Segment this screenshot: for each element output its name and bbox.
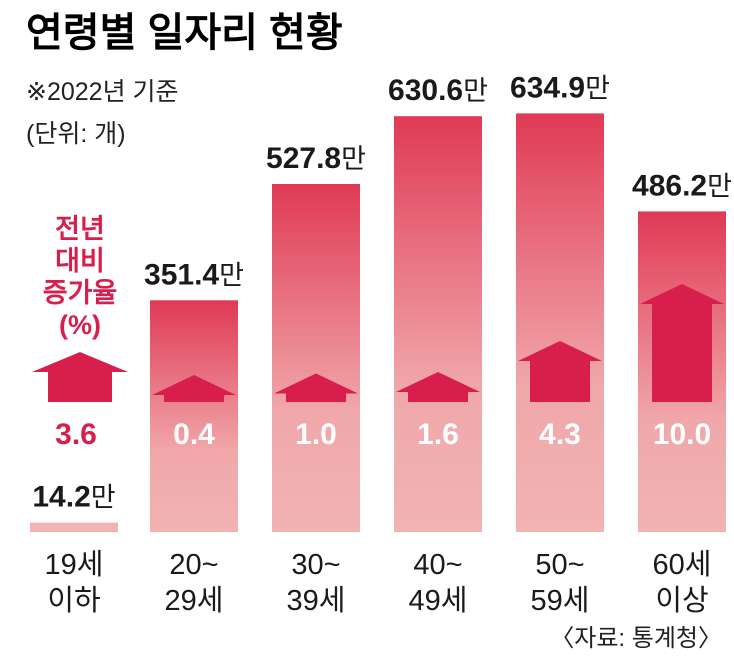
category-label: 20~ [169, 549, 218, 581]
category-label: 39세 [287, 585, 346, 617]
bar [516, 113, 604, 532]
value-number: 14.2 [32, 481, 90, 514]
value-label: 14.2만 [32, 481, 115, 514]
value-number: 527.8 [266, 142, 341, 175]
legend-growth-value: 3.6 [55, 418, 97, 451]
growth-up-arrow-icon [152, 375, 236, 402]
category-label: 30~ [291, 549, 340, 581]
bar [150, 300, 238, 532]
category-label: 이하 [47, 584, 100, 617]
value-number: 351.4 [144, 258, 219, 291]
growth-up-arrow-icon [396, 372, 480, 402]
category-label: 60세 [653, 549, 712, 581]
value-number: 630.6 [388, 74, 463, 107]
value-label: 486.2만 [632, 169, 732, 202]
value-unit: 만 [219, 260, 244, 290]
category-label: 이상 [655, 585, 708, 617]
legend-label-line: 대비 [55, 246, 105, 276]
value-unit: 만 [341, 144, 366, 174]
category-label: 29세 [165, 585, 224, 617]
growth-rate-label: 1.6 [417, 418, 459, 451]
growth-rate-label: 1.0 [295, 418, 337, 451]
value-unit: 만 [463, 76, 488, 106]
value-label: 527.8만 [266, 142, 366, 175]
legend-up-arrow-icon [32, 352, 128, 402]
growth-up-arrow-icon [274, 373, 358, 402]
category-label: 50~ [535, 549, 584, 581]
growth-rate-label: 0.4 [173, 418, 215, 451]
category-label: 40~ [413, 549, 462, 581]
bar [394, 116, 482, 533]
note: ※2022년 기준 [26, 78, 179, 106]
category-label: 19세 [45, 549, 104, 581]
value-label: 351.4만 [144, 258, 244, 291]
growth-rate-label: 4.3 [539, 418, 581, 451]
growth-up-arrow-icon [518, 341, 602, 402]
source: 〈자료: 통계청〉 [550, 625, 722, 652]
value-number: 486.2 [632, 169, 707, 202]
category-label: 59세 [531, 585, 590, 617]
category-label: 49세 [409, 585, 468, 617]
chart-title: 연령별 일자리 현황 [26, 11, 343, 55]
value-label: 634.9만 [510, 71, 610, 104]
value-unit: 만 [707, 171, 732, 201]
value-label: 630.6만 [388, 74, 488, 107]
growth-up-arrow-icon [640, 284, 724, 402]
bar [272, 183, 360, 532]
value-unit: 만 [91, 483, 116, 513]
legend-label-line: (%) [59, 310, 101, 340]
value-number: 634.9 [510, 71, 585, 104]
unit-label: (단위: 개) [26, 120, 126, 148]
legend-label-line: 증가율 [43, 278, 118, 308]
legend-label-line: 전년 [55, 214, 105, 244]
bar [30, 522, 118, 532]
legend: 전년 대비 증가율 (%) 3.6 [32, 214, 128, 451]
value-unit: 만 [585, 73, 610, 103]
growth-rate-label: 10.0 [653, 418, 711, 451]
